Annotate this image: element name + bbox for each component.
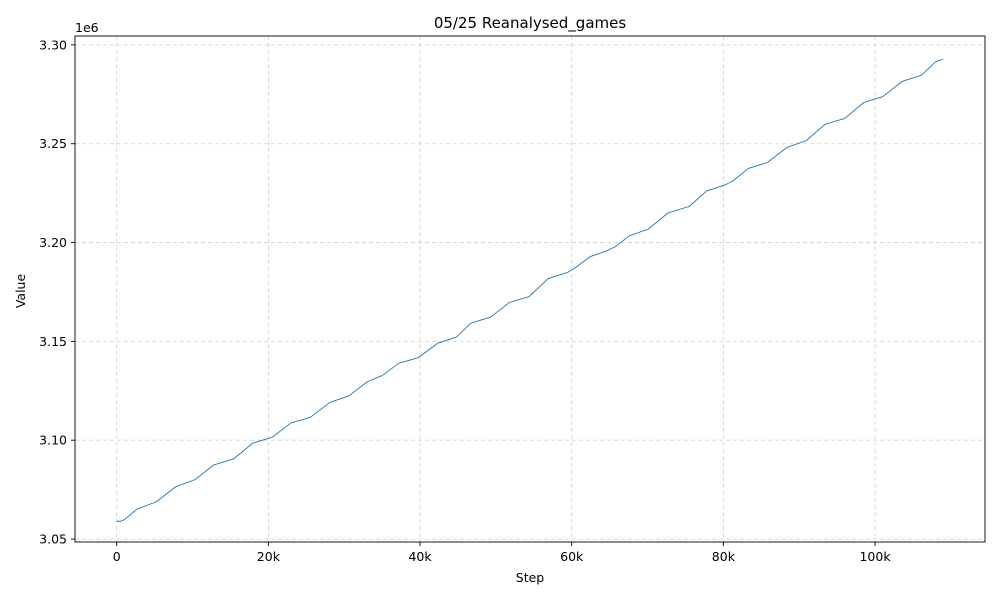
x-tick-label: 100k — [859, 549, 891, 564]
x-tick-label: 0 — [113, 549, 121, 564]
y-tick-label: 3.30 — [39, 37, 67, 52]
y-tick-label: 3.20 — [39, 235, 67, 250]
grid-lines — [75, 36, 985, 542]
x-axis-label: Step — [516, 570, 545, 585]
y-tick-label: 3.15 — [39, 334, 67, 349]
x-tick-label: 60k — [560, 549, 584, 564]
axes: 0 20k 40k 60k 80k 100k 3.05 3.10 3.15 3.20 3.25 3.3… — [39, 35, 986, 564]
x-tick-label: 80k — [712, 549, 736, 564]
y-tick-label: 3.05 — [39, 532, 67, 547]
plot-frame — [74, 35, 986, 543]
y-offset-label: 1e6 — [75, 20, 99, 35]
x-tick-label: 20k — [257, 549, 281, 564]
series-line — [116, 58, 944, 522]
y-tick-label: 3.25 — [39, 136, 67, 151]
y-tick-label: 3.10 — [39, 433, 67, 448]
x-tick-label: 40k — [408, 549, 432, 564]
y-axis-label: Value — [13, 274, 28, 309]
series-layer — [116, 58, 944, 522]
chart-title: 05/25 Reanalysed_games — [434, 14, 627, 33]
